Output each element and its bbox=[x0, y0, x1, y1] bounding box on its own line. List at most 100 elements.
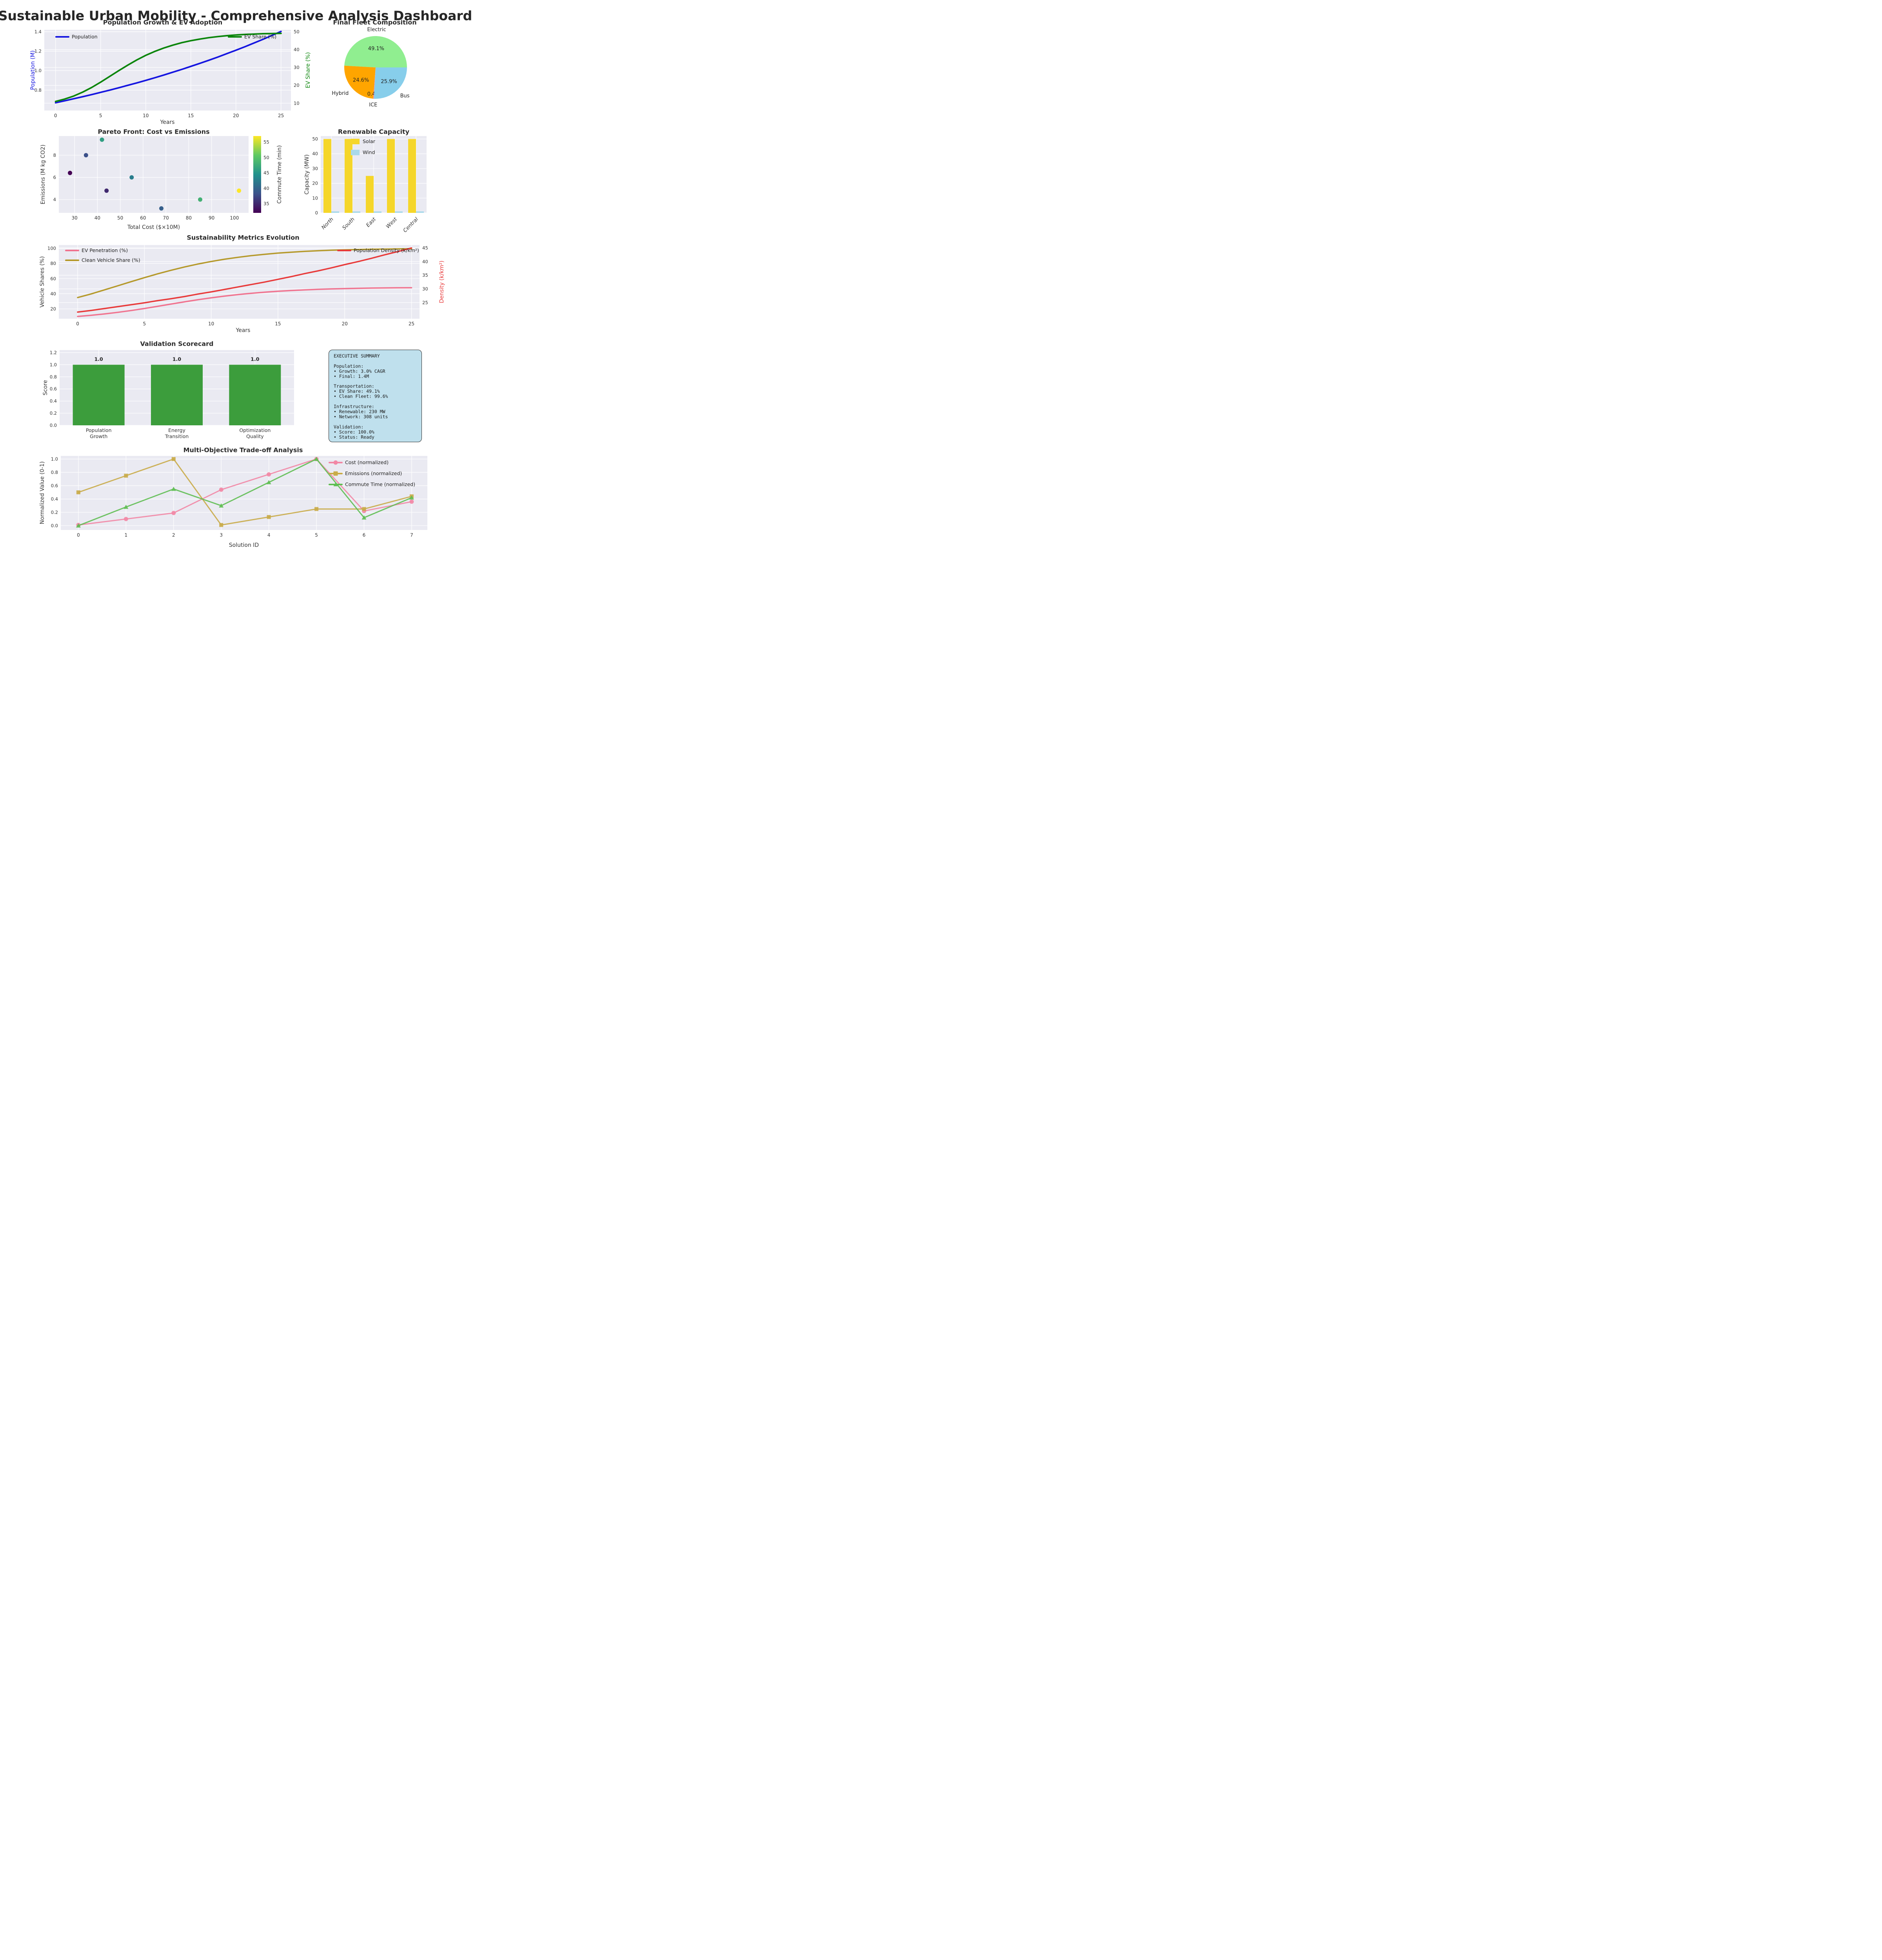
svg-text:15: 15 bbox=[275, 321, 281, 327]
axis-label-total-cost: Total Cost ($×10M) bbox=[127, 224, 180, 230]
svg-text:EV Penetration (%): EV Penetration (%) bbox=[82, 247, 128, 253]
svg-text:0: 0 bbox=[315, 210, 318, 216]
svg-text:7: 7 bbox=[410, 532, 413, 538]
svg-text:0.0: 0.0 bbox=[50, 423, 57, 428]
svg-text:Clean Vehicle Share (%): Clean Vehicle Share (%) bbox=[82, 257, 140, 263]
svg-text:1.0: 1.0 bbox=[251, 356, 259, 362]
svg-text:40: 40 bbox=[263, 185, 269, 191]
svg-text:Population Density (k/km²): Population Density (k/km²) bbox=[354, 247, 419, 253]
svg-text:4: 4 bbox=[267, 532, 271, 538]
svg-text:Bus: Bus bbox=[400, 93, 410, 99]
svg-text:Solar: Solar bbox=[363, 138, 376, 144]
tradeoff-analysis-chart: 0 1 2 3 4 5 6 7 0.0 0.2 0.4 0.6 0.8 1.0 Cost (normaliz… bbox=[51, 456, 427, 538]
svg-text:40: 40 bbox=[422, 259, 428, 264]
svg-text:20: 20 bbox=[233, 113, 239, 118]
svg-text:25: 25 bbox=[409, 321, 414, 327]
svg-text:6: 6 bbox=[53, 174, 56, 180]
svg-text:Central: Central bbox=[402, 216, 420, 234]
svg-text:0.8: 0.8 bbox=[35, 87, 42, 93]
axis-label-vehicle-shares: Vehicle Shares (%) bbox=[39, 256, 45, 308]
svg-text:25: 25 bbox=[422, 300, 428, 305]
sustainability-metrics-chart: 0 5 10 15 20 25 20 40 60 80 100 25 30 35 40 45 EV Penetr… bbox=[47, 245, 428, 327]
page-title: Sustainable Urban Mobility - Comprehensi… bbox=[0, 8, 472, 24]
svg-text:5: 5 bbox=[143, 321, 146, 327]
panel-title-fleet-composition: Final Fleet Composition bbox=[333, 18, 417, 26]
svg-text:70: 70 bbox=[163, 215, 169, 221]
svg-text:3: 3 bbox=[220, 532, 223, 538]
svg-text:1.4: 1.4 bbox=[35, 29, 42, 34]
svg-text:30: 30 bbox=[422, 286, 428, 292]
svg-text:1.0: 1.0 bbox=[51, 456, 58, 462]
svg-text:1.2: 1.2 bbox=[35, 49, 42, 54]
dashboard-charts-canvas: 0 5 10 15 20 250.81.01.21.41020304050Populati… bbox=[35, 27, 428, 538]
svg-text:4: 4 bbox=[53, 197, 56, 202]
svg-text:0.2: 0.2 bbox=[51, 510, 58, 515]
svg-text:0: 0 bbox=[54, 113, 57, 118]
svg-text:40: 40 bbox=[312, 151, 318, 156]
svg-text:1.2: 1.2 bbox=[50, 350, 57, 355]
svg-text:Hybrid: Hybrid bbox=[332, 91, 349, 96]
svg-text:East: East bbox=[365, 216, 377, 229]
svg-text:30: 30 bbox=[72, 215, 78, 221]
svg-text:0.2: 0.2 bbox=[50, 410, 57, 416]
svg-text:South: South bbox=[342, 216, 356, 231]
svg-text:10: 10 bbox=[143, 113, 149, 118]
svg-text:40: 40 bbox=[294, 47, 300, 53]
executive-summary-text: EXECUTIVE SUMMARY Population: • Growth: … bbox=[334, 353, 388, 440]
executive-summary-panel: EXECUTIVE SUMMARY Population: • Growth: … bbox=[329, 350, 422, 442]
svg-text:50: 50 bbox=[294, 29, 300, 34]
svg-text:ICE: ICE bbox=[369, 102, 377, 108]
axis-label-solution-id: Solution ID bbox=[229, 542, 259, 548]
svg-text:0.8: 0.8 bbox=[50, 374, 57, 379]
svg-text:20: 20 bbox=[312, 181, 318, 186]
renewable-capacity-bars: North South East West Central 0 10 20 30 40 50 Sola… bbox=[312, 136, 427, 234]
svg-text:50: 50 bbox=[312, 136, 318, 142]
svg-text:45: 45 bbox=[263, 170, 269, 176]
svg-text:80: 80 bbox=[50, 261, 56, 266]
pareto-front-scatter: 30 40 50 60 70 80 90 100 4 6 8 35 40 45 50 55 bbox=[53, 136, 269, 221]
svg-text:60: 60 bbox=[140, 215, 146, 221]
panel-title-tradeoff: Multi-Objective Trade-off Analysis bbox=[183, 446, 303, 454]
svg-text:West: West bbox=[385, 216, 398, 230]
axis-label-ev-share: EV Share (%) bbox=[305, 52, 311, 88]
validation-scorecard-bars: Population Growth Energy Transition Optimiza… bbox=[50, 350, 294, 439]
svg-text:50: 50 bbox=[117, 215, 123, 221]
svg-text:Cost (normalized): Cost (normalized) bbox=[345, 459, 389, 465]
svg-text:30: 30 bbox=[294, 65, 300, 70]
svg-text:1.0: 1.0 bbox=[94, 356, 103, 362]
svg-text:Wind: Wind bbox=[363, 149, 375, 155]
svg-text:0.4: 0.4 bbox=[51, 496, 58, 502]
svg-text:2: 2 bbox=[172, 532, 175, 538]
axis-label-years-top: Years bbox=[160, 119, 175, 125]
svg-text:15: 15 bbox=[188, 113, 194, 118]
svg-text:20: 20 bbox=[50, 306, 56, 312]
svg-text:10: 10 bbox=[294, 100, 300, 106]
axis-label-score: Score bbox=[42, 380, 49, 396]
svg-text:40: 40 bbox=[50, 291, 56, 296]
panel-title-renewable: Renewable Capacity bbox=[338, 128, 410, 136]
axis-label-normalized-value: Normalized Value (0-1) bbox=[39, 461, 45, 524]
svg-text:Emissions (normalized): Emissions (normalized) bbox=[345, 470, 402, 476]
svg-text:Population: Population bbox=[72, 34, 98, 40]
svg-text:North: North bbox=[321, 216, 335, 230]
axis-label-commute-time: Commute Time (min) bbox=[276, 145, 283, 204]
axis-label-capacity: Capacity (MW) bbox=[304, 154, 310, 195]
svg-text:25.9%: 25.9% bbox=[381, 79, 397, 85]
svg-text:35: 35 bbox=[263, 201, 269, 206]
svg-text:Electric: Electric bbox=[367, 27, 386, 33]
panel-title-validation: Validation Scorecard bbox=[140, 340, 214, 348]
panel-title-pareto: Pareto Front: Cost vs Emissions bbox=[98, 128, 210, 136]
svg-text:25: 25 bbox=[278, 113, 284, 118]
svg-text:100: 100 bbox=[230, 215, 239, 221]
svg-text:35: 35 bbox=[422, 272, 428, 278]
axis-label-population: Population (M) bbox=[30, 50, 36, 90]
svg-text:80: 80 bbox=[186, 215, 192, 221]
svg-text:0.8: 0.8 bbox=[51, 470, 58, 475]
svg-text:10: 10 bbox=[208, 321, 214, 327]
svg-text:50: 50 bbox=[263, 155, 269, 160]
svg-text:1.0: 1.0 bbox=[50, 362, 57, 367]
svg-text:20: 20 bbox=[294, 83, 300, 88]
svg-text:5: 5 bbox=[315, 532, 318, 538]
